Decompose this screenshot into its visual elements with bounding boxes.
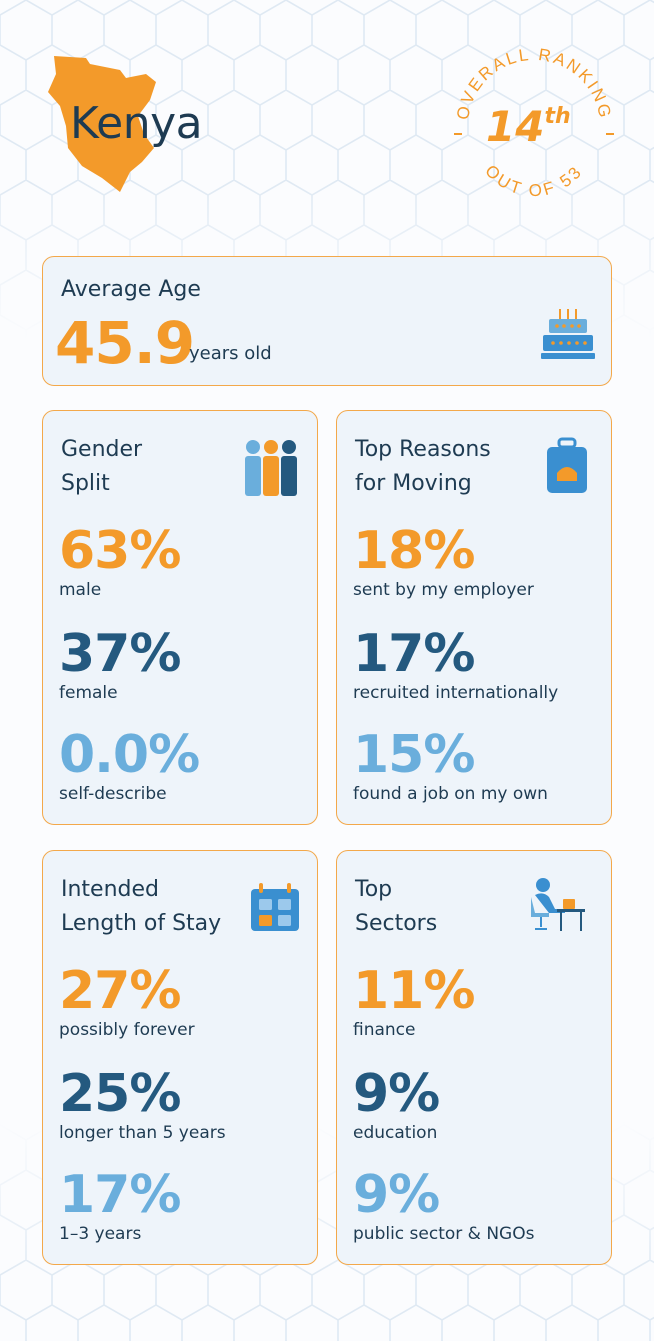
- reason-stat-employer: 18% sent by my employer: [353, 523, 534, 601]
- reasons-moving-title: Top Reasons for Moving: [355, 433, 491, 501]
- stat-value: 9%: [353, 1165, 440, 1225]
- stat-label: 1–3 years: [59, 1224, 142, 1244]
- stat-label: finance: [353, 1020, 416, 1040]
- stay-stat-forever: 27% possibly forever: [59, 963, 195, 1041]
- sector-stat-finance: 11% finance: [353, 961, 475, 1041]
- country-name: Kenya: [70, 98, 203, 149]
- length-of-stay-title-line2: Length of Stay: [61, 911, 222, 936]
- stat-value: 9%: [353, 1064, 440, 1124]
- stat-value: 17%: [59, 1165, 181, 1225]
- length-of-stay-title-line1: Intended: [61, 877, 160, 902]
- stat-value: 0.0%: [59, 725, 200, 785]
- reason-stat-own-job: 15% found a job on my own: [353, 727, 548, 805]
- gender-stat-male: 63% male: [59, 521, 181, 601]
- stat-value: 11%: [353, 961, 475, 1021]
- stat-label: public sector & NGOs: [353, 1224, 535, 1244]
- sector-stat-public-sector: 9% public sector & NGOs: [353, 1167, 534, 1245]
- sector-stat-education: 9% education: [353, 1064, 440, 1144]
- gender-stat-female: 37% female: [59, 624, 181, 704]
- length-of-stay-card: Intended Length of Stay 27% possibly for…: [42, 850, 318, 1265]
- top-sectors-title-line2: Sectors: [355, 911, 438, 936]
- ranking-suffix: th: [544, 104, 571, 129]
- reasons-moving-title-line1: Top Reasons: [355, 437, 491, 462]
- suitcase-icon: [547, 437, 587, 493]
- overall-ranking-badge: OVERALL RANKING OUT OF 53: [453, 45, 614, 200]
- stat-value: 27%: [59, 961, 181, 1021]
- reasons-moving-card: Top Reasons for Moving 18% sent by my em…: [336, 410, 612, 825]
- person-at-desk-icon: [531, 878, 585, 931]
- average-age-value: 45.9: [55, 309, 195, 377]
- gender-split-title-line2: Split: [61, 471, 110, 496]
- stat-label: found a job on my own: [353, 784, 548, 804]
- ranking-label-bottom: OUT OF 53: [481, 161, 587, 200]
- stat-label: possibly forever: [59, 1020, 195, 1040]
- average-age-card: Average Age 45.9 years old: [42, 256, 612, 386]
- top-sectors-card: Top Sectors 11% finance 9% education 9% …: [336, 850, 612, 1265]
- average-age-unit: years old: [189, 343, 272, 364]
- calendar-icon: [251, 883, 299, 931]
- stat-label: male: [59, 580, 102, 600]
- stat-value: 37%: [59, 624, 181, 684]
- stat-value: 63%: [59, 521, 181, 581]
- length-of-stay-title: Intended Length of Stay: [61, 873, 221, 941]
- kenya-map-icon: [48, 56, 156, 192]
- ranking-value: 14th: [486, 102, 571, 151]
- stat-label: recruited internationally: [353, 683, 559, 703]
- stay-stat-1-3-years: 17% 1–3 years: [59, 1165, 181, 1245]
- stat-value: 25%: [59, 1064, 181, 1124]
- stat-label: female: [59, 683, 118, 703]
- gender-split-card: Gender Split 63% male 37% female 0.0% se…: [42, 410, 318, 825]
- reasons-moving-title-line2: for Moving: [355, 471, 472, 496]
- reason-stat-recruited: 17% recruited internationally: [353, 626, 558, 704]
- stat-value: 15%: [353, 725, 475, 785]
- average-age-title: Average Age: [61, 277, 201, 302]
- birthday-cake-icon: [541, 309, 595, 359]
- stat-value: 18%: [353, 521, 475, 581]
- gender-split-title-line1: Gender: [61, 437, 143, 462]
- gender-stat-self-describe: 0.0% self-describe: [59, 725, 200, 805]
- stat-label: education: [353, 1123, 438, 1143]
- stat-label: sent by my employer: [353, 580, 534, 600]
- stat-label: longer than 5 years: [59, 1123, 226, 1143]
- top-sectors-title-line1: Top: [355, 877, 393, 902]
- top-sectors-title: Top Sectors: [355, 873, 437, 941]
- people-group-icon: [245, 440, 297, 496]
- stat-label: self-describe: [59, 784, 167, 804]
- stay-stat-over-5-years: 25% longer than 5 years: [59, 1066, 226, 1144]
- stat-value: 17%: [353, 624, 475, 684]
- gender-split-title: Gender Split: [61, 433, 142, 501]
